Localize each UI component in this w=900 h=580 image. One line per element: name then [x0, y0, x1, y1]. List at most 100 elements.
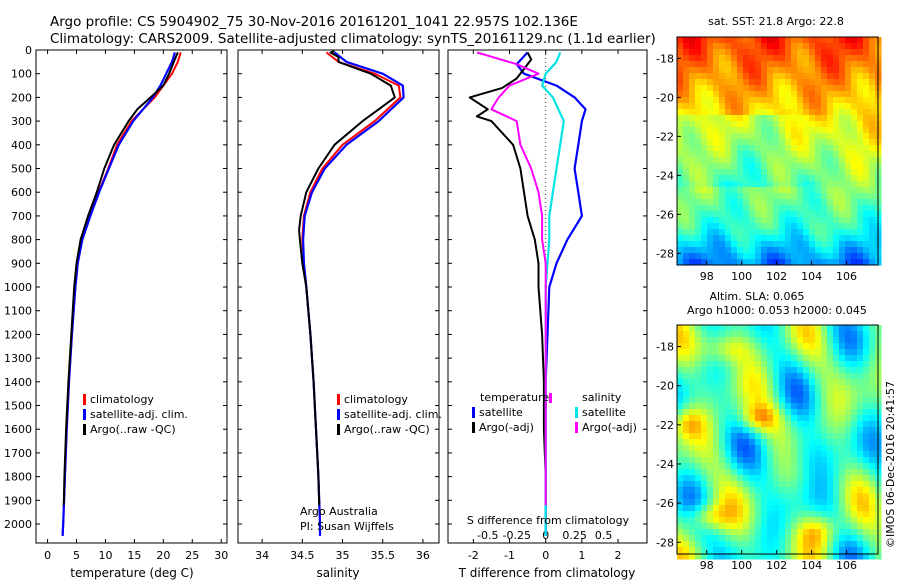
- sst-map-cell: [815, 115, 822, 122]
- sla-map-cell: [851, 451, 858, 458]
- sst-map-cell: [779, 175, 786, 182]
- sla-map-cell: [851, 331, 858, 338]
- sla-map-cell: [719, 409, 726, 416]
- sla-map-cell: [821, 403, 828, 410]
- sst-map-cell: [749, 193, 756, 200]
- sst-map-cell: [869, 127, 876, 134]
- yaxis-tick-label: 800: [11, 234, 32, 247]
- sla-map-cell: [815, 361, 822, 368]
- sst-map-cell: [689, 253, 696, 260]
- sst-map-cell: [851, 109, 858, 116]
- sst-map-cell: [755, 205, 762, 212]
- sla-map-cell: [743, 535, 750, 542]
- sst-map-cell: [797, 235, 804, 242]
- sst-map-cell: [695, 139, 702, 146]
- sla-map-cell: [797, 481, 804, 488]
- sst-map-cell: [677, 205, 684, 212]
- sla-map-cell: [737, 439, 744, 446]
- sst-map-cell: [725, 121, 732, 128]
- sst-map-cell: [785, 157, 792, 164]
- sst-map-cell: [851, 175, 858, 182]
- sla-map-cell: [821, 547, 828, 554]
- sst-map-cell: [767, 169, 774, 176]
- sla-map-cell: [767, 499, 774, 506]
- sst-map-cell: [731, 37, 738, 44]
- sla-map-cell: [851, 391, 858, 398]
- sla-map-cell: [773, 499, 780, 506]
- sla-map-cell: [743, 475, 750, 482]
- sst-map-cell: [761, 43, 768, 50]
- sst-map-cell: [761, 253, 768, 260]
- sla-map-cell: [701, 475, 708, 482]
- sst-map-cell: [725, 175, 732, 182]
- sla-map-cell: [809, 361, 816, 368]
- sla-map-cell: [797, 463, 804, 470]
- sst-map-cell: [719, 73, 726, 80]
- sla-map-cell: [749, 523, 756, 530]
- sst-map-cell: [701, 217, 708, 224]
- sst-map-cell: [839, 229, 846, 236]
- sst-map-cell: [785, 61, 792, 68]
- sst-map-cell: [797, 79, 804, 86]
- sla-map-cell: [803, 397, 810, 404]
- sla-map-cell: [737, 475, 744, 482]
- sst-map-cell: [845, 217, 852, 224]
- sla-map-cell: [719, 553, 726, 560]
- sst-map-cell: [677, 163, 684, 170]
- sst-map-cell: [785, 121, 792, 128]
- sst-map-cell: [845, 235, 852, 242]
- sla-map-cell: [767, 379, 774, 386]
- sst-map-cell: [761, 55, 768, 62]
- sla-map-cell: [689, 529, 696, 536]
- sst-map-cell: [743, 133, 750, 140]
- sla-map-cell: [839, 355, 846, 362]
- sst-map-cell: [779, 253, 786, 260]
- sla-map-cell: [719, 445, 726, 452]
- difference-series-line: [515, 51, 587, 536]
- sla-map-cell: [803, 475, 810, 482]
- sla-map-cell: [731, 367, 738, 374]
- sla-map-cell: [773, 325, 780, 332]
- sst-map-cell: [683, 175, 690, 182]
- sla-map-cell: [833, 445, 840, 452]
- sst-map-cell: [707, 85, 714, 92]
- sla-map-cell: [773, 379, 780, 386]
- sst-map-cell: [731, 61, 738, 68]
- sla-map-cell: [773, 475, 780, 482]
- sla-map-cell: [725, 343, 732, 350]
- sst-map-cell: [713, 67, 720, 74]
- sla-map-cell: [821, 415, 828, 422]
- sst-map-cell: [815, 151, 822, 158]
- sla-map-xtick-label: 104: [801, 559, 822, 572]
- sla-map-cell: [797, 385, 804, 392]
- sla-map-cell: [827, 361, 834, 368]
- sst-map-cell: [773, 115, 780, 122]
- sst-map-cell: [803, 151, 810, 158]
- sst-map-cell: [833, 43, 840, 50]
- sla-map-cell: [713, 457, 720, 464]
- sla-map-cell: [821, 481, 828, 488]
- sst-map-cell: [773, 193, 780, 200]
- sst-map-cell: [773, 199, 780, 206]
- sla-map-cell: [719, 337, 726, 344]
- sla-map-cell: [767, 553, 774, 560]
- sla-map-cell: [779, 349, 786, 356]
- sst-map-cell: [785, 163, 792, 170]
- sst-map-cell: [773, 211, 780, 218]
- sla-map-cell: [731, 457, 738, 464]
- sla-map-cell: [761, 517, 768, 524]
- sla-map-cell: [737, 415, 744, 422]
- sst-map-cell: [689, 49, 696, 56]
- sla-map-cell: [821, 517, 828, 524]
- sst-map-cell: [773, 91, 780, 98]
- sla-map-cell: [797, 331, 804, 338]
- sla-map-cell: [773, 505, 780, 512]
- sla-map-cell: [695, 499, 702, 506]
- sla-map-cell: [863, 517, 870, 524]
- sst-map-cell: [791, 169, 798, 176]
- sst-map-cell: [845, 109, 852, 116]
- sla-map-cell: [755, 373, 762, 380]
- sst-map-cell: [797, 247, 804, 254]
- sst-map-cell: [725, 217, 732, 224]
- sla-map-cell: [773, 487, 780, 494]
